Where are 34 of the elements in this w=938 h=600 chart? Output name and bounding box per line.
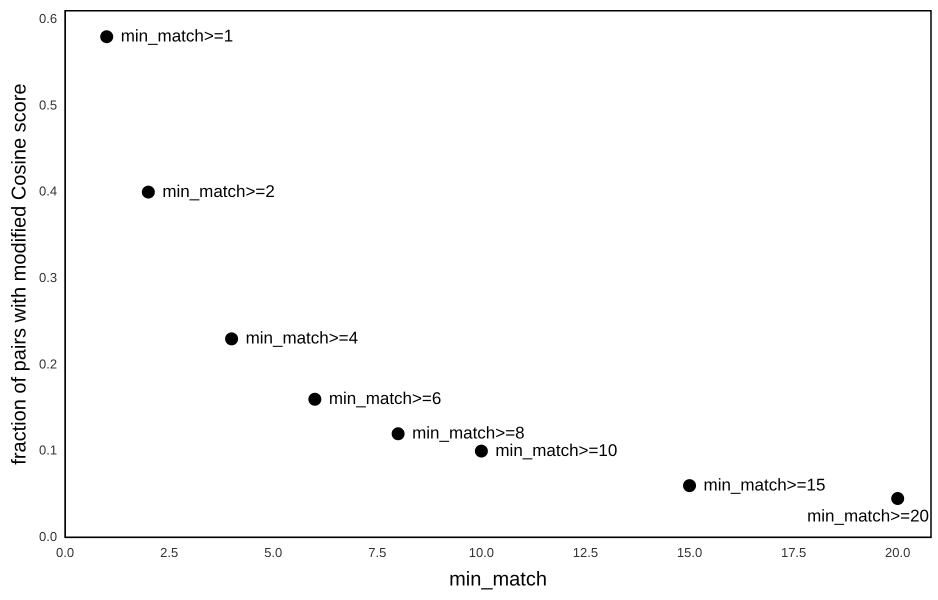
x-tick-label: 2.5 xyxy=(160,544,178,560)
x-axis-title: min_match xyxy=(449,568,547,591)
annotation: min_match>=20 xyxy=(807,506,929,526)
annotation: min_match>=1 xyxy=(120,26,234,46)
y-tick-label: 0.0 xyxy=(38,528,58,544)
x-tick-label: 17.5 xyxy=(780,544,806,560)
x-tick-label: 15.0 xyxy=(676,544,702,560)
point xyxy=(142,186,155,199)
point xyxy=(683,479,696,492)
y-tick-label: 0.6 xyxy=(38,11,58,26)
annotation: min_match>=4 xyxy=(246,328,358,348)
point xyxy=(100,30,114,44)
y-tick-label: 0.5 xyxy=(38,97,58,112)
y-tick-label: 0.1 xyxy=(38,442,58,458)
y-tick-label: 0.4 xyxy=(38,184,58,199)
point xyxy=(225,332,238,346)
x-tick-label: 7.5 xyxy=(368,544,386,560)
annotation: min_match>=15 xyxy=(704,475,826,494)
point xyxy=(891,492,904,506)
annotation: min_match>=2 xyxy=(162,182,275,201)
y-tick-label: 0.2 xyxy=(38,356,58,372)
x-tick-label: 10.0 xyxy=(468,544,494,560)
x-tick-label: 20.0 xyxy=(885,544,910,560)
y-tick-label: 0.3 xyxy=(38,270,58,285)
x-tick-label: 12.5 xyxy=(572,544,598,560)
annotation: min_match>=10 xyxy=(495,440,618,460)
y-axis-title: fraction of pairs with modified Cosine score xyxy=(8,83,31,465)
annotation: min_match>=6 xyxy=(328,388,442,408)
x-tick-label: 5.0 xyxy=(264,544,282,560)
x-tick-label: 0.0 xyxy=(56,544,74,560)
annotation: min_match>=8 xyxy=(412,423,525,442)
point xyxy=(308,392,322,406)
point xyxy=(474,444,488,458)
point xyxy=(392,427,405,440)
